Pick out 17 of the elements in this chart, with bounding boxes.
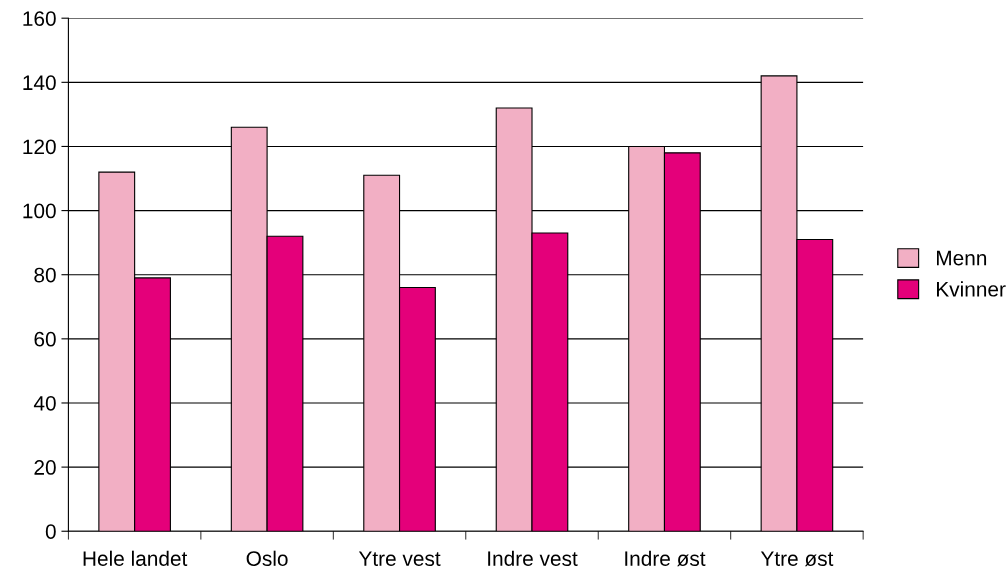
x-tick-label: Oslo xyxy=(246,550,288,566)
x-tick-label: Indre øst xyxy=(625,550,706,567)
x-tick-label: Indre vest xyxy=(488,550,578,566)
y-tick-label: 0 xyxy=(45,524,56,539)
y-tick-label: 80 xyxy=(34,267,56,283)
y-tick-label: 100 xyxy=(23,203,56,219)
y-tick-label: 60 xyxy=(34,331,56,347)
y-tick-label: 160 xyxy=(23,11,56,26)
y-tick-label: 140 xyxy=(23,75,56,91)
legend-label: Kvinner xyxy=(937,281,1006,297)
x-tick-label: Hele landet xyxy=(83,550,188,566)
y-tick-label: 120 xyxy=(23,139,56,155)
y-tick-label: 20 xyxy=(34,460,56,475)
x-tick-label: Ytre vest xyxy=(358,551,441,566)
x-tick-label: Ytre øst xyxy=(760,551,834,567)
legend-label: Menn xyxy=(937,250,987,266)
y-tick-label: 40 xyxy=(33,395,56,411)
